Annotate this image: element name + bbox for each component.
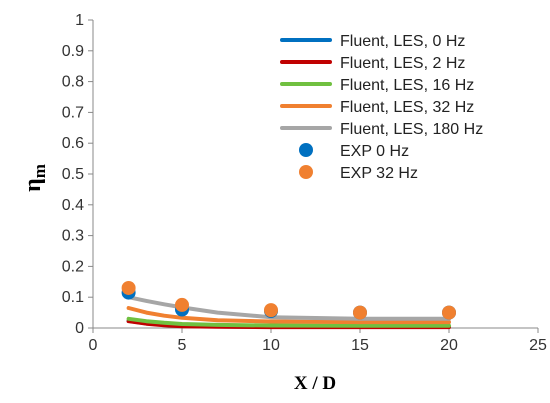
x-tick-label: 5 (178, 337, 187, 354)
y-tick-label: 0.9 (62, 43, 84, 60)
x-tick-label: 25 (529, 337, 547, 354)
legend-label: Fluent, LES, 32 Hz (340, 99, 474, 116)
series-line-fluent-les-32-hz (126, 306, 451, 325)
data-point-exp-32-hz (353, 305, 367, 320)
x-tick-label: 20 (440, 337, 458, 354)
y-axis-title-sub: m (30, 164, 49, 178)
legend-label: Fluent, LES, 0 Hz (340, 33, 465, 50)
data-point-exp-32-hz (175, 297, 189, 312)
data-point-exp-32-hz (264, 303, 278, 318)
y-axis-title: ηm (20, 164, 49, 192)
y-tick-label: 0.2 (62, 258, 84, 275)
y-tick-label: 0.6 (62, 135, 84, 152)
x-axis-title: X / D (294, 373, 336, 394)
legend-label: Fluent, LES, 2 Hz (340, 55, 465, 72)
series-line-fluent-les-16-hz (126, 316, 451, 328)
x-tick-label: 10 (262, 337, 280, 354)
data-point-exp-32-hz (121, 280, 136, 295)
legend: Fluent, LES, 0 Hz Fluent, LES, 2 Hz Fluent… (280, 33, 483, 182)
y-tick-label: 0.1 (62, 289, 84, 306)
legend-swatch-exp-32-hz (299, 165, 313, 179)
y-tick-label: 0.4 (62, 197, 84, 214)
legend-swatch-exp-0-hz (299, 143, 313, 157)
legend-label: EXP 0 Hz (340, 143, 409, 160)
y-tick-label: 0.3 (62, 228, 84, 245)
y-axis-title-main: η (20, 178, 46, 192)
y-tick-label: 1 (75, 12, 84, 29)
x-tick-label: 15 (351, 337, 369, 354)
data-point-exp-32-hz (442, 305, 456, 320)
y-tick-label: 0 (75, 320, 84, 337)
x-tick-label: 0 (89, 337, 98, 354)
x-ticks: 0 5 10 15 20 25 (89, 328, 547, 354)
legend-label: Fluent, LES, 16 Hz (340, 77, 474, 94)
series-lines (126, 295, 451, 330)
series-markers (121, 280, 456, 320)
y-ticks: 0 0.1 0.2 0.3 0.4 0.5 0.6 0.7 0.8 0.9 1 (62, 12, 93, 337)
legend-label: EXP 32 Hz (340, 165, 418, 182)
axes (92, 20, 538, 329)
series-line-fluent-les-180-hz (126, 295, 451, 321)
y-tick-label: 0.8 (62, 74, 84, 91)
y-tick-label: 0.7 (62, 104, 84, 121)
y-tick-label: 0.5 (62, 166, 84, 183)
legend-label: Fluent, LES, 180 Hz (340, 121, 483, 138)
